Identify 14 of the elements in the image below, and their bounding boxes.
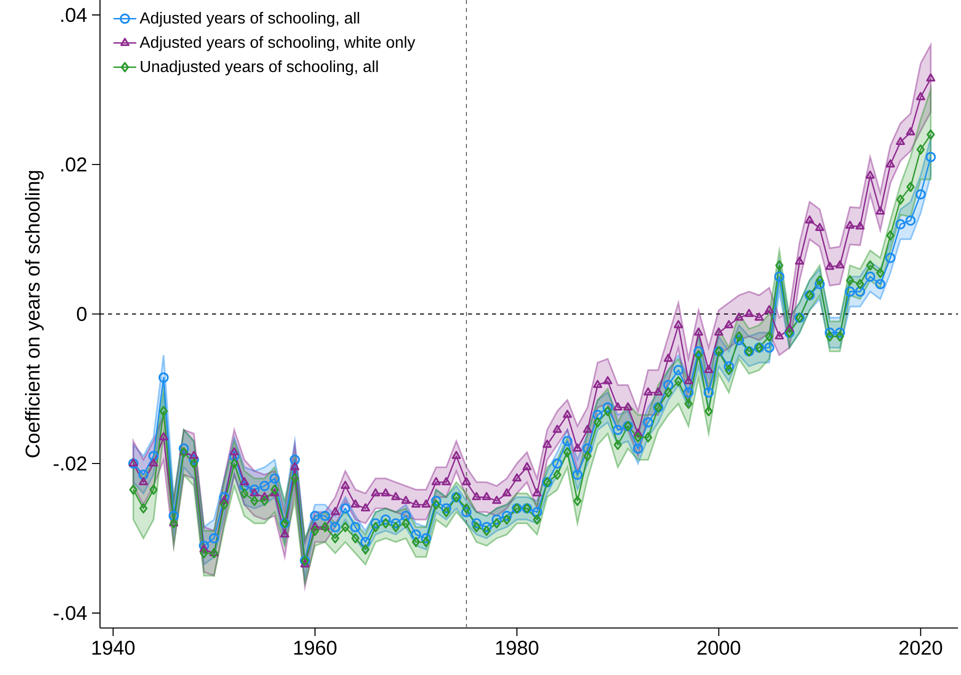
y-tick-label: -.02 <box>54 456 86 471</box>
y-tick-label: -.04 <box>54 606 87 620</box>
legend-label: Adjusted years of schooling, white only <box>140 36 416 52</box>
x-tick-label: 2000 <box>698 640 740 655</box>
legend-label: Unadjusted years of schooling, all <box>140 60 378 76</box>
y-tick-label: .02 <box>61 157 86 172</box>
y-axis-title: Coefficient on years of schooling <box>25 171 44 458</box>
legend-label: Adjusted years of schooling, all <box>140 12 360 27</box>
x-tick-label: 1940 <box>92 640 135 655</box>
y-tick-label: 0 <box>76 306 87 322</box>
x-tick-label: 1960 <box>294 640 336 655</box>
y-tick-label: .04 <box>61 8 87 22</box>
x-tick-label: 2020 <box>899 640 942 655</box>
x-tick-label: 1980 <box>496 640 538 655</box>
